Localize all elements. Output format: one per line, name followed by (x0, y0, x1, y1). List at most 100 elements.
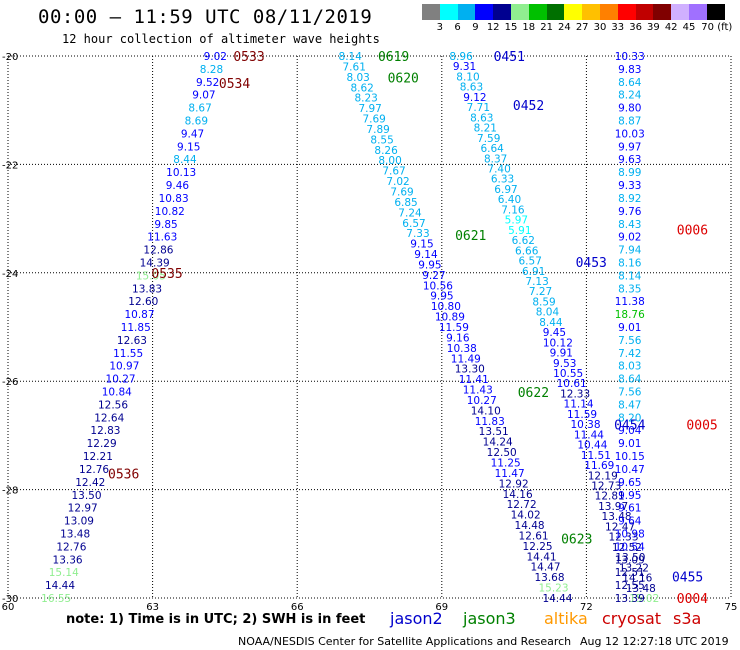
swh-value-label: 12.86 (143, 245, 173, 257)
swh-value-label: 10.80 (431, 301, 461, 313)
swh-value-label: 10.87 (124, 309, 154, 321)
x-tick-label: 63 (146, 602, 159, 613)
swh-value-label: 9.04 (618, 425, 642, 437)
colorbar-tick-label: 6 (454, 22, 461, 33)
swh-value-label: 13.83 (132, 283, 162, 295)
colorbar-swatch (475, 4, 494, 20)
swh-value-label: 10.61 (557, 378, 587, 390)
swh-value-label: 12.97 (68, 503, 98, 515)
swh-value-label: 10.44 (577, 440, 607, 452)
swh-value-label: 14.10 (471, 405, 501, 417)
swh-value-label: 8.63 (460, 82, 483, 94)
swh-value-label: 12.56 (98, 399, 128, 411)
colorbar-swatch (457, 4, 476, 20)
swh-value-label: 6.33 (491, 174, 514, 186)
swh-value-label: 13.48 (602, 511, 632, 523)
swh-value-label: 9.61 (618, 503, 641, 515)
legend-jason2: jason2 (390, 609, 443, 628)
swh-value-label: 9.47 (181, 128, 204, 140)
swh-value-label: 9.15 (410, 239, 433, 251)
colorbar-swatch (635, 4, 654, 20)
swh-value-label: 8.28 (200, 64, 223, 76)
swh-value-label: 13.39 (615, 593, 645, 605)
pass-time-label: 0621 (455, 229, 486, 244)
swh-value-label: 11.63 (147, 232, 177, 244)
swh-value-label: 9.15 (177, 141, 200, 153)
swh-value-label: 11.44 (574, 429, 604, 441)
swh-value-label: 11.51 (581, 450, 611, 462)
swh-value-label: 8.10 (456, 71, 479, 83)
colorbar-tick-label: 15 (504, 22, 518, 33)
swh-value-label: 15.02 (629, 593, 659, 605)
pass-time-label: 0454 (614, 419, 645, 434)
swh-value-label: 10.97 (109, 361, 139, 373)
swh-value-label: 8.00 (378, 155, 401, 167)
pass-time-label: 0619 (378, 50, 409, 65)
swh-value-label: 9.45 (543, 327, 566, 339)
pass-time-label: 0622 (518, 386, 549, 401)
swh-value-label: 14.02 (511, 510, 541, 522)
swh-value-label: 11.49 (451, 353, 481, 365)
swh-value-label: 13.48 (626, 583, 656, 595)
swh-value-label: 10.27 (106, 374, 136, 386)
colorbar-tick-label: 21 (540, 22, 553, 33)
page-title: 00:00 – 11:59 UTC 08/11/2019 (38, 6, 373, 28)
swh-value-label: 9.46 (166, 180, 190, 192)
pass-time-label: 0620 (388, 72, 419, 87)
swh-value-label: 7.69 (362, 114, 385, 126)
swh-value-label: 8.43 (618, 219, 641, 231)
swh-value-label: 12.52 (612, 542, 642, 554)
swh-value-label: 11.55 (113, 348, 143, 360)
swh-value-label: 7.61 (343, 61, 366, 73)
swh-value-label: 12.29 (87, 438, 117, 450)
swh-value-label: 12.50 (487, 447, 517, 459)
swh-value-label: 12.73 (591, 481, 621, 493)
swh-value-label: 7.42 (618, 348, 641, 360)
swh-value-label: 12.76 (56, 541, 86, 553)
colorbar-tick-label: 33 (611, 22, 625, 33)
swh-value-label: 8.20 (618, 412, 641, 424)
page-subtitle: 12 hour collection of altimeter wave hei… (62, 32, 380, 46)
swh-value-label: 7.13 (525, 276, 548, 288)
colorbar-swatch (671, 4, 690, 20)
swh-value-label: 7.16 (501, 204, 525, 216)
swh-value-label: 11.25 (491, 458, 521, 470)
colorbar-tick-label: 12 (486, 22, 500, 33)
colorbar-tick-label: 42 (664, 22, 678, 33)
colorbar-tick-label: 9 (472, 22, 479, 33)
swh-value-label: 10.27 (467, 395, 497, 407)
swh-value-label: 15.14 (49, 567, 79, 579)
swh-value-label: 9.95 (618, 490, 641, 502)
swh-value-label: 11.38 (615, 296, 645, 308)
swh-value-label: 8.44 (173, 154, 197, 166)
swh-value-label: 8.37 (484, 153, 507, 165)
swh-value-label: 12.76 (79, 464, 109, 476)
swh-value-label: 9.91 (550, 348, 573, 360)
swh-value-label: 12.61 (519, 530, 549, 542)
swh-value-label: 14.24 (483, 437, 513, 449)
x-tick-label: 66 (291, 602, 304, 613)
swh-value-label: 16.55 (41, 593, 71, 605)
swh-value-label: 15.23 (538, 583, 568, 595)
swh-value-label: 8.26 (374, 145, 398, 157)
colorbar-tick-label: 24 (558, 22, 571, 33)
swh-value-label: 8.63 (470, 112, 493, 124)
swh-value-label: 9.95 (430, 291, 453, 303)
x-tick-label: 72 (580, 602, 593, 613)
swh-value-label: 13.50 (615, 552, 645, 564)
swh-value-label: 8.99 (618, 167, 641, 179)
colorbar-tick-label: 45 (682, 22, 696, 33)
swh-value-label: 11.47 (495, 468, 525, 480)
swh-value-label: 8.14 (618, 270, 642, 282)
swh-value-label: 8.03 (346, 72, 369, 84)
swh-value-label: 9.02 (204, 51, 227, 63)
swh-value-label: 11.14 (564, 399, 594, 411)
timestamp-text: Aug 12 12:27:18 UTC 2019 (580, 635, 729, 648)
y-tick-label: -28 (2, 486, 18, 497)
pass-time-label: 0533 (233, 50, 264, 65)
swh-value-label: 12.25 (523, 541, 553, 553)
swh-value-label: 12.33 (560, 388, 590, 400)
swh-value-label: 11.41 (459, 374, 489, 386)
swh-value-label: 8.55 (370, 134, 393, 146)
swh-value-label: 14.47 (530, 562, 560, 574)
